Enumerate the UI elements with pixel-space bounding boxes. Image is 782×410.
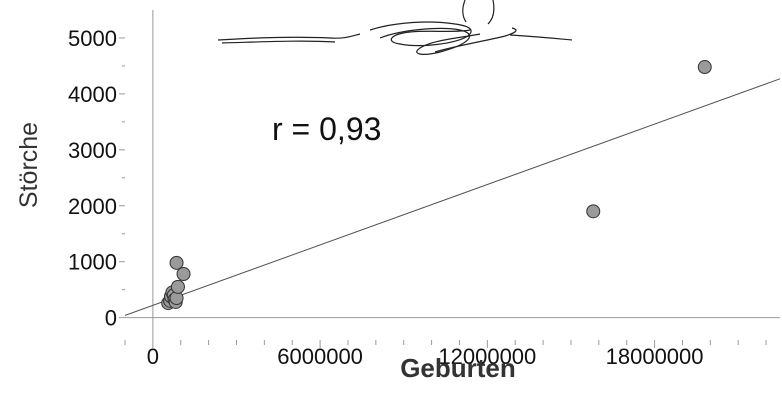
data-points [161,60,712,311]
scribble-doodle [217,0,573,55]
x-tick-label: 12000000 [438,344,536,369]
y-axis-title: Störche [15,122,43,208]
x-tick-label: 0 [147,344,159,369]
data-point [586,204,601,219]
y-tick-label: 1000 [68,250,117,275]
data-point [169,255,184,270]
x-axis-ticks: 0 6000000 12000000 18000000 [124,340,767,369]
x-tick-label: 18000000 [606,344,704,369]
data-point [176,267,191,281]
y-tick-label: 5000 [68,26,117,51]
axes: 0 1000 2000 3000 4000 5000 0 6000000 12000000 18… [68,10,780,369]
regression-line [124,78,781,316]
y-tick-label: 2000 [68,194,117,219]
y-tick-label: 0 [105,306,117,331]
data-point [170,279,185,294]
y-tick-label: 4000 [68,82,117,107]
correlation-annotation: r = 0,93 [272,111,381,147]
y-axis-ticks: 0 1000 2000 3000 4000 5000 [68,26,125,331]
x-axis-title: Geburten [400,353,516,383]
x-tick-label: 6000000 [277,344,363,369]
y-tick-label: 3000 [68,138,117,163]
data-point [697,60,712,75]
